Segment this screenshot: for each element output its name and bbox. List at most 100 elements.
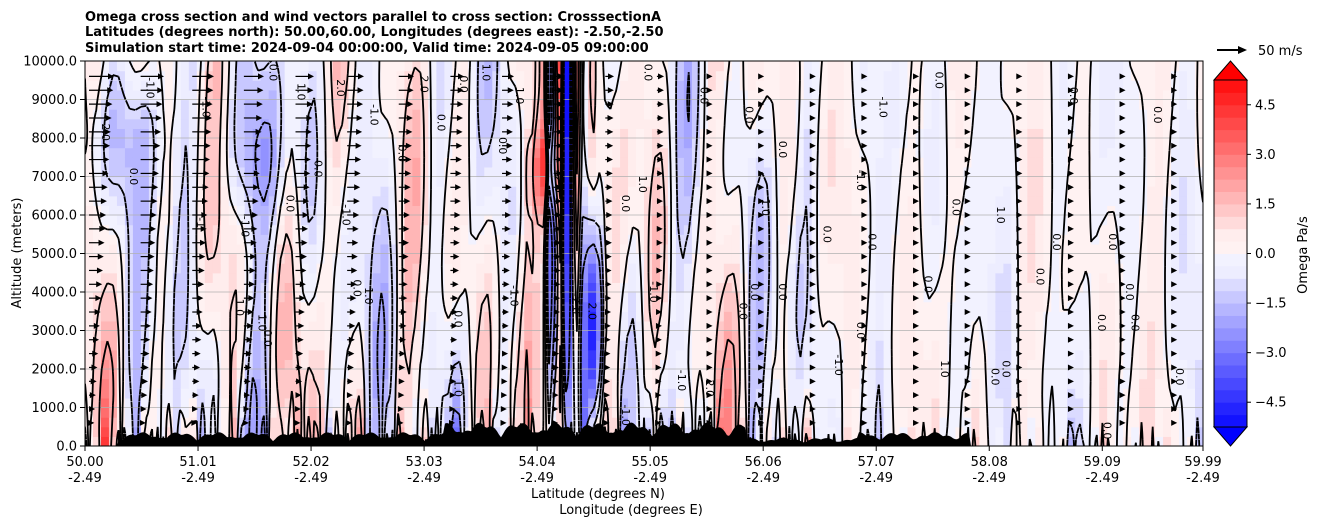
- field-cell: [755, 301, 765, 312]
- field-cell: [436, 61, 445, 72]
- field-cell: [436, 320, 445, 332]
- field-cell: [795, 388, 805, 399]
- field-cell: [228, 369, 238, 380]
- field-cell: [931, 118, 941, 129]
- field-cell: [532, 186, 541, 197]
- field-cell: [1059, 243, 1068, 255]
- field-cell: [332, 397, 342, 409]
- field-cell: [939, 263, 949, 274]
- field-cell: [947, 320, 957, 332]
- field-cell: [404, 109, 414, 120]
- field-cell: [667, 224, 677, 235]
- field-cell: [508, 234, 517, 245]
- field-cell: [460, 157, 469, 168]
- field-cell: [436, 388, 445, 399]
- field-cell: [851, 195, 861, 206]
- field-cell: [92, 243, 102, 255]
- field-cell: [987, 263, 996, 274]
- field-cell: [212, 243, 222, 255]
- field-cell: [604, 157, 613, 168]
- field-cell: [875, 263, 885, 274]
- field-cell: [372, 243, 382, 255]
- field-cell: [284, 263, 294, 274]
- field-cell: [907, 349, 917, 360]
- field-cell: [364, 109, 374, 120]
- field-cell: [779, 272, 789, 283]
- field-cell: [699, 215, 709, 226]
- field-cell: [85, 388, 94, 399]
- field-cell: [931, 378, 941, 389]
- field-cell: [947, 61, 957, 72]
- field-cell: [92, 330, 102, 341]
- field-cell: [675, 157, 685, 168]
- field-cell: [532, 128, 541, 139]
- field-cell: [891, 417, 901, 428]
- field-cell: [883, 128, 893, 139]
- field-cell: [707, 61, 717, 72]
- field-cell: [396, 80, 406, 91]
- field-cell: [612, 292, 621, 303]
- field-cell: [372, 147, 382, 158]
- field-cell: [228, 272, 238, 283]
- field-cell: [771, 378, 781, 389]
- field-cell: [987, 369, 996, 380]
- field-cell: [372, 417, 382, 428]
- field-cell: [100, 436, 110, 446]
- field-cell: [1019, 89, 1028, 101]
- field-cell: [196, 340, 206, 351]
- field-cell: [332, 301, 342, 312]
- field-cell: [636, 417, 645, 428]
- field-cell: [100, 147, 110, 158]
- field-cell: [899, 330, 909, 341]
- field-cell: [508, 215, 517, 226]
- field-cell: [683, 138, 693, 149]
- field-cell: [819, 166, 829, 178]
- field-cell: [955, 369, 965, 380]
- field-cell: [148, 388, 158, 399]
- field-cell: [795, 215, 805, 226]
- field-cell: [1075, 147, 1084, 158]
- field-cell: [851, 311, 861, 322]
- field-cell: [316, 369, 326, 380]
- field-cell: [116, 272, 126, 283]
- field-cell: [508, 282, 517, 293]
- field-cell: [524, 224, 533, 235]
- field-cell: [564, 397, 573, 409]
- field-cell: [140, 138, 150, 149]
- field-cell: [588, 128, 597, 139]
- field-cell: [995, 234, 1004, 245]
- field-cell: [771, 397, 781, 409]
- field-cell: [284, 330, 294, 341]
- field-cell: [604, 263, 613, 274]
- field-cell: [276, 320, 286, 332]
- field-cell: [803, 205, 813, 216]
- field-cell: [228, 147, 238, 158]
- field-cell: [516, 89, 525, 101]
- field-cell: [196, 263, 206, 274]
- field-cell: [867, 234, 877, 245]
- field-cell: [787, 70, 797, 81]
- field-cell: [659, 378, 669, 389]
- field-cell: [612, 301, 621, 312]
- field-cell: [252, 89, 262, 101]
- field-cell: [484, 397, 493, 409]
- field-cell: [659, 157, 669, 168]
- field-cell: [883, 359, 893, 370]
- field-cell: [604, 89, 613, 101]
- field-cell: [348, 243, 358, 255]
- field-cell: [931, 397, 941, 409]
- field-cell: [1019, 397, 1028, 409]
- field-cell: [923, 205, 933, 216]
- field-cell: [1035, 272, 1044, 283]
- field-cell: [651, 128, 661, 139]
- field-cell: [947, 176, 957, 187]
- field-cell: [851, 282, 861, 293]
- field-cell: [92, 272, 102, 283]
- field-cell: [939, 186, 949, 197]
- field-cell: [460, 109, 469, 120]
- field-cell: [923, 224, 933, 235]
- field-cell: [620, 138, 629, 149]
- field-cell: [332, 388, 342, 399]
- field-cell: [396, 70, 406, 81]
- field-cell: [596, 320, 605, 332]
